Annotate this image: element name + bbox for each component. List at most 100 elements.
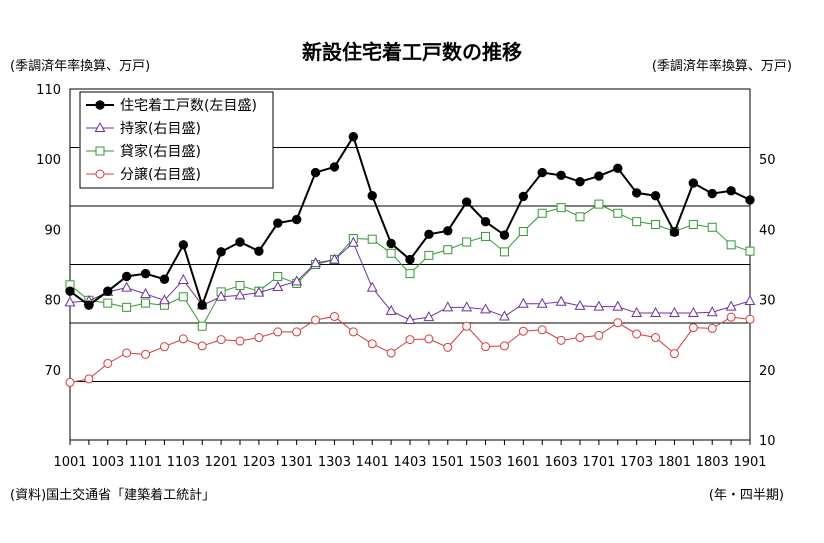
series-4-point [178,334,188,344]
series-3-point [575,212,585,222]
left-axis-tick-label: 110 [36,83,61,98]
series-3-point [443,245,453,255]
x-axis-tick-label: 1501 [431,455,464,470]
series-2-point [517,297,529,308]
right-axis-tick-label: 20 [759,364,776,379]
series-1-point [499,230,510,240]
series-4-point [518,326,528,336]
x-axis-tick-label: 1801 [658,455,691,470]
series-3-point [613,208,623,218]
series-2-point [404,313,416,324]
x-axis-tick-label: 1701 [582,455,615,470]
series-1-point [291,214,302,225]
series-2-point [744,294,756,306]
series-2-point [650,306,661,317]
series-1-point [669,227,680,237]
series-1-point [254,246,264,256]
x-axis-tick-label: 1703 [620,455,653,470]
legend-box [79,91,274,189]
series-1-point [367,191,377,201]
right-axis-tick-label: 40 [759,223,776,238]
series-4-point [348,327,358,337]
series-4-point [122,348,132,358]
series-line-2 [69,241,751,321]
series-2-point [215,290,227,301]
series-3-point [122,302,132,312]
series-2-point [366,281,378,292]
series-1-point [405,254,415,265]
left-axis-tick-label: 80 [44,294,61,309]
series-2-point [442,301,454,312]
series-4-point [254,333,264,343]
x-axis-tick-label: 1301 [280,455,313,470]
x-axis-tick-label: 1103 [167,455,200,470]
series-1-point [65,286,75,296]
series-1-point [197,300,207,310]
x-axis-tick-label: 1203 [242,455,275,470]
x-axis-tick-label: 1401 [356,455,389,470]
series-1-point [461,197,472,207]
x-axis-tick-label: 1303 [318,455,351,470]
series-4-point [651,333,661,343]
x-axis-tick-label: 1001 [53,455,86,470]
series-2-point [310,257,321,268]
x-axis-tick-label: 1803 [696,455,729,470]
series-1-point [745,195,755,205]
series-3-point [594,199,604,209]
series-2-point [574,299,586,310]
series-3-point [386,248,396,258]
series-line-4 [69,315,751,383]
series-4-point [367,339,377,349]
series-3-point [178,292,188,302]
series-3-point [141,298,151,308]
x-axis-tick-label: 1403 [393,455,426,470]
series-2-point [423,311,435,322]
series-2-point [593,300,605,311]
series-3-point [537,208,547,218]
right-axis-tick-label: 10 [759,434,776,449]
left-axis-tick-label: 90 [44,223,61,238]
series-2-point [121,281,133,292]
series-4-point [632,329,642,339]
series-4-point [292,327,302,337]
x-axis-unit-label: (年・四半期) [708,488,784,503]
x-axis-tick-label: 1503 [469,455,502,470]
series-2-point [159,294,170,305]
series-3-point [632,217,642,227]
series-2-point [253,286,265,297]
series-4-point [726,312,736,322]
series-2-point [140,287,151,298]
x-axis-tick-label: 1601 [507,455,540,470]
right-axis-tick-label: 50 [759,153,776,168]
series-1-point [159,274,170,284]
left-axis-unit-label: (季調済年率換算、万戸) [10,59,151,74]
series-1-point [140,268,151,279]
series-3-point [688,219,698,229]
series-4-point [575,333,585,343]
series-4-point [329,311,339,321]
series-3-point [556,203,566,213]
series-4-point [688,323,698,333]
series-1-point [329,162,340,172]
series-2-point [291,275,303,286]
series-2-point [272,280,284,291]
series-1-point [726,186,736,196]
left-axis-tick-label: 70 [44,364,61,379]
series-1-point [594,171,604,181]
legend-label: 持家(右目盛) [120,120,201,137]
series-4-point [141,349,151,359]
x-axis-tick-label: 1201 [205,455,238,470]
series-3-point [235,281,245,291]
series-2-point [631,306,643,317]
series-4-point [462,321,472,331]
series-2-point [480,303,491,314]
series-1-point [235,237,245,247]
series-3-point [651,219,661,229]
series-3-point [462,237,472,247]
series-1-point [216,247,226,257]
legend-marker [95,146,105,156]
x-axis-tick-label: 1901 [733,455,766,470]
series-4-point [556,335,566,345]
right-axis-tick-label: 30 [759,294,776,309]
series-3-point [273,271,283,281]
